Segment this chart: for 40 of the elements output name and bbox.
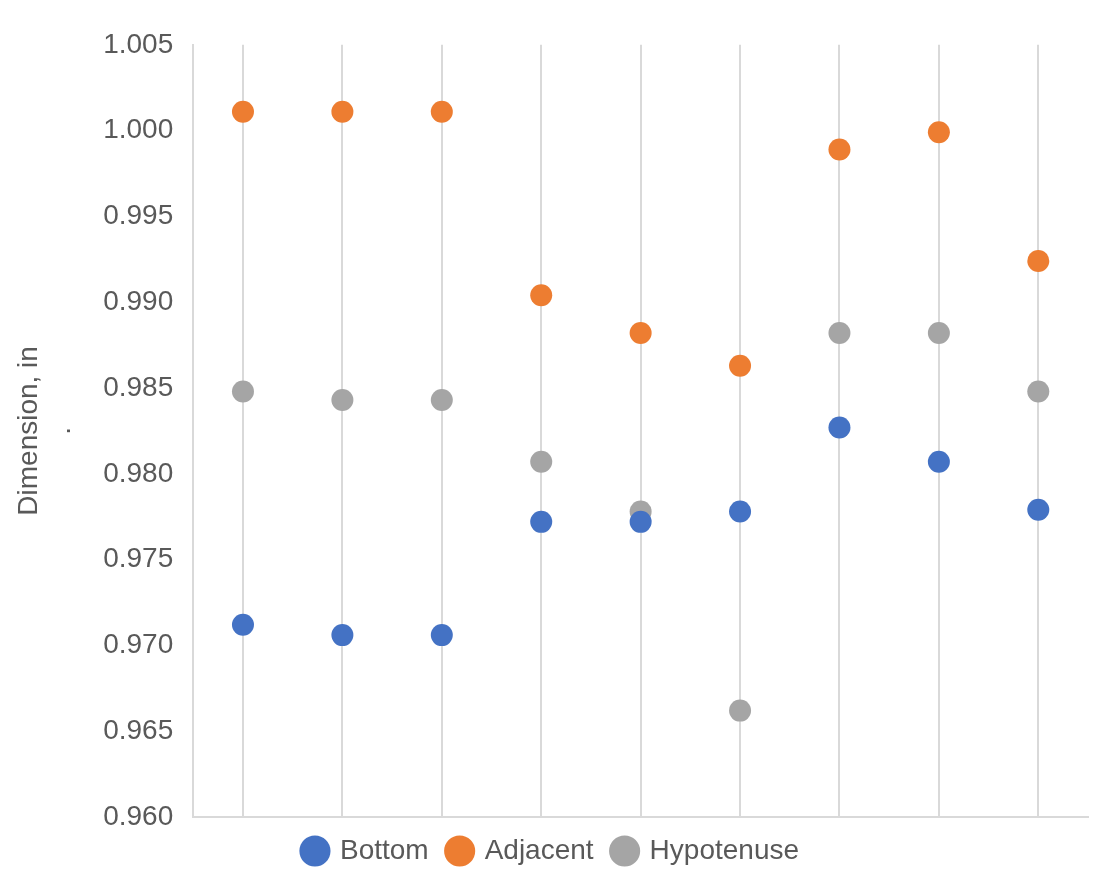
point — [331, 100, 354, 123]
y-tick-label: 0.995 — [103, 199, 174, 231]
point — [729, 354, 752, 377]
point — [430, 100, 453, 123]
y-tick-label: 1.000 — [103, 113, 174, 145]
y-tick-label: 0.990 — [103, 284, 174, 316]
point — [1027, 498, 1050, 521]
y-tick-label: 0.985 — [103, 370, 174, 402]
point — [231, 380, 254, 403]
legend-label: Adjacent — [484, 833, 594, 865]
y-tick-label: 1.005 — [103, 27, 174, 59]
point — [828, 138, 851, 161]
point — [231, 613, 254, 636]
point — [927, 121, 950, 144]
y-tick-label: 0.965 — [103, 713, 174, 745]
point — [331, 624, 354, 647]
legend-label: Bottom — [339, 833, 429, 865]
point — [430, 624, 453, 647]
point — [530, 284, 553, 307]
point — [430, 389, 453, 412]
y-tick-label: 0.980 — [103, 456, 174, 488]
point — [828, 416, 851, 439]
point — [1027, 380, 1050, 403]
point — [331, 389, 354, 412]
point — [729, 500, 752, 523]
point — [927, 322, 950, 345]
point — [530, 450, 553, 473]
point — [828, 322, 851, 345]
point — [629, 510, 652, 533]
point — [629, 322, 652, 345]
point — [530, 510, 553, 533]
y-tick-label: 0.970 — [103, 628, 174, 660]
legend-label: Hypotenuse — [649, 833, 800, 865]
y-tick-label: 0.960 — [103, 799, 174, 831]
point — [927, 450, 950, 473]
y-tick-label: 0.975 — [103, 542, 174, 574]
point — [231, 100, 254, 123]
y-axis-title: Dimension, in . — [11, 346, 77, 516]
point — [729, 699, 752, 722]
point — [1027, 250, 1050, 273]
